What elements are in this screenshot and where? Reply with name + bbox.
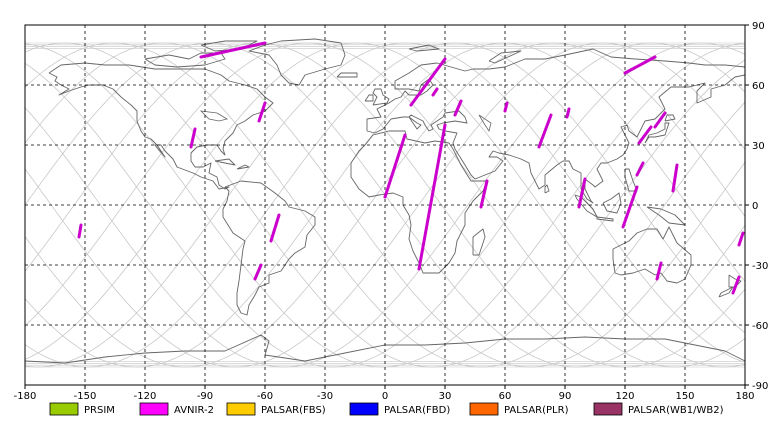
coastline — [24, 334, 746, 364]
x-tick-label: 120 — [615, 391, 634, 402]
acquisition-swaths — [77, 41, 745, 295]
coastline — [488, 50, 522, 64]
coastline — [248, 38, 346, 86]
coastline — [144, 52, 226, 68]
swath-segment — [537, 113, 553, 149]
swath-segment — [77, 223, 83, 239]
swath-segment — [503, 101, 509, 113]
legend-swatch — [349, 402, 379, 416]
coastline — [644, 122, 670, 144]
coastlines — [24, 38, 746, 364]
legend-swatch — [226, 402, 256, 416]
y-tick-label: 60 — [752, 81, 765, 92]
x-axis-ticks: -180 -150 -120 -90 -60 -30 0 30 60 90 120 150 180 — [14, 385, 755, 402]
swath-segment — [453, 99, 463, 117]
coastline — [222, 180, 316, 316]
swath-segment — [257, 101, 267, 123]
swath-segment — [253, 263, 263, 281]
legend-swatch — [139, 402, 169, 416]
y-tick-label: 0 — [752, 201, 758, 212]
swath-segment — [479, 179, 489, 209]
swath-segment — [637, 125, 653, 145]
swath-segment — [417, 123, 447, 271]
swath-segment — [409, 57, 447, 107]
coastline — [350, 130, 488, 274]
x-tick-label: -30 — [317, 391, 333, 402]
y-tick-label: -30 — [752, 261, 768, 272]
y-tick-label: 90 — [752, 21, 765, 32]
x-tick-label: 90 — [559, 391, 572, 402]
coastline — [728, 274, 742, 288]
x-tick-label: 150 — [675, 391, 694, 402]
coastline — [544, 184, 550, 194]
legend-swatch — [593, 402, 623, 416]
swath-segment — [655, 261, 663, 281]
coastline — [408, 44, 440, 52]
coastline — [364, 94, 374, 102]
x-tick-label: -120 — [134, 391, 157, 402]
orbit-track — [24, 42, 746, 368]
grid-lines — [25, 25, 745, 385]
legend-label: PALSAR(WB1/WB2) — [628, 405, 724, 416]
coastline — [664, 114, 676, 122]
legend-label: AVNIR-2 — [174, 405, 214, 416]
swath-segment — [623, 55, 657, 75]
x-tick-label: -90 — [197, 391, 213, 402]
x-tick-label: -150 — [74, 391, 97, 402]
x-tick-label: -60 — [257, 391, 273, 402]
coastline — [214, 158, 236, 166]
swath-segment — [565, 107, 571, 119]
legend-label: PALSAR(FBS) — [261, 405, 326, 416]
legend-label: PALSAR(FBD) — [384, 405, 450, 416]
coastline — [472, 228, 486, 256]
x-tick-label: 180 — [735, 391, 754, 402]
swath-segment — [731, 275, 741, 295]
swath-segment — [653, 111, 667, 129]
coastline — [199, 110, 229, 122]
swath-segment — [577, 177, 587, 209]
legend-label: PRSIM — [84, 405, 115, 416]
y-tick-label: 30 — [752, 141, 765, 152]
coastline — [372, 88, 390, 106]
y-axis-ticks: 90 60 30 0 -30 -60 -90 — [745, 21, 768, 392]
coastline — [48, 62, 274, 190]
coastline — [336, 72, 358, 78]
swath-segment — [189, 127, 197, 149]
y-tick-label: -60 — [752, 321, 768, 332]
coastline — [718, 286, 734, 298]
swath-segment — [671, 163, 679, 193]
y-tick-label: -90 — [752, 381, 768, 392]
swath-segment — [621, 185, 639, 229]
x-tick-label: 30 — [439, 391, 452, 402]
legend-swatch — [49, 402, 79, 416]
coastline — [236, 164, 250, 170]
coastline — [478, 114, 492, 132]
x-tick-label: 0 — [382, 391, 388, 402]
legend-swatch — [469, 402, 499, 416]
swath-segment — [635, 161, 645, 177]
x-tick-label: 60 — [499, 391, 512, 402]
swath-segment — [199, 41, 267, 59]
coastline — [596, 216, 614, 222]
swath-segment — [431, 87, 439, 97]
x-tick-label: -180 — [14, 391, 37, 402]
sensor-legend: PRSIM AVNIR-2 PALSAR(FBS) PALSAR(FBD) PALSAR… — [49, 402, 724, 416]
swath-segment — [269, 213, 281, 243]
coastline — [602, 192, 622, 214]
swath-segment — [737, 231, 745, 247]
legend-label: PALSAR(PLR) — [504, 405, 569, 416]
swath-segment — [383, 133, 407, 199]
